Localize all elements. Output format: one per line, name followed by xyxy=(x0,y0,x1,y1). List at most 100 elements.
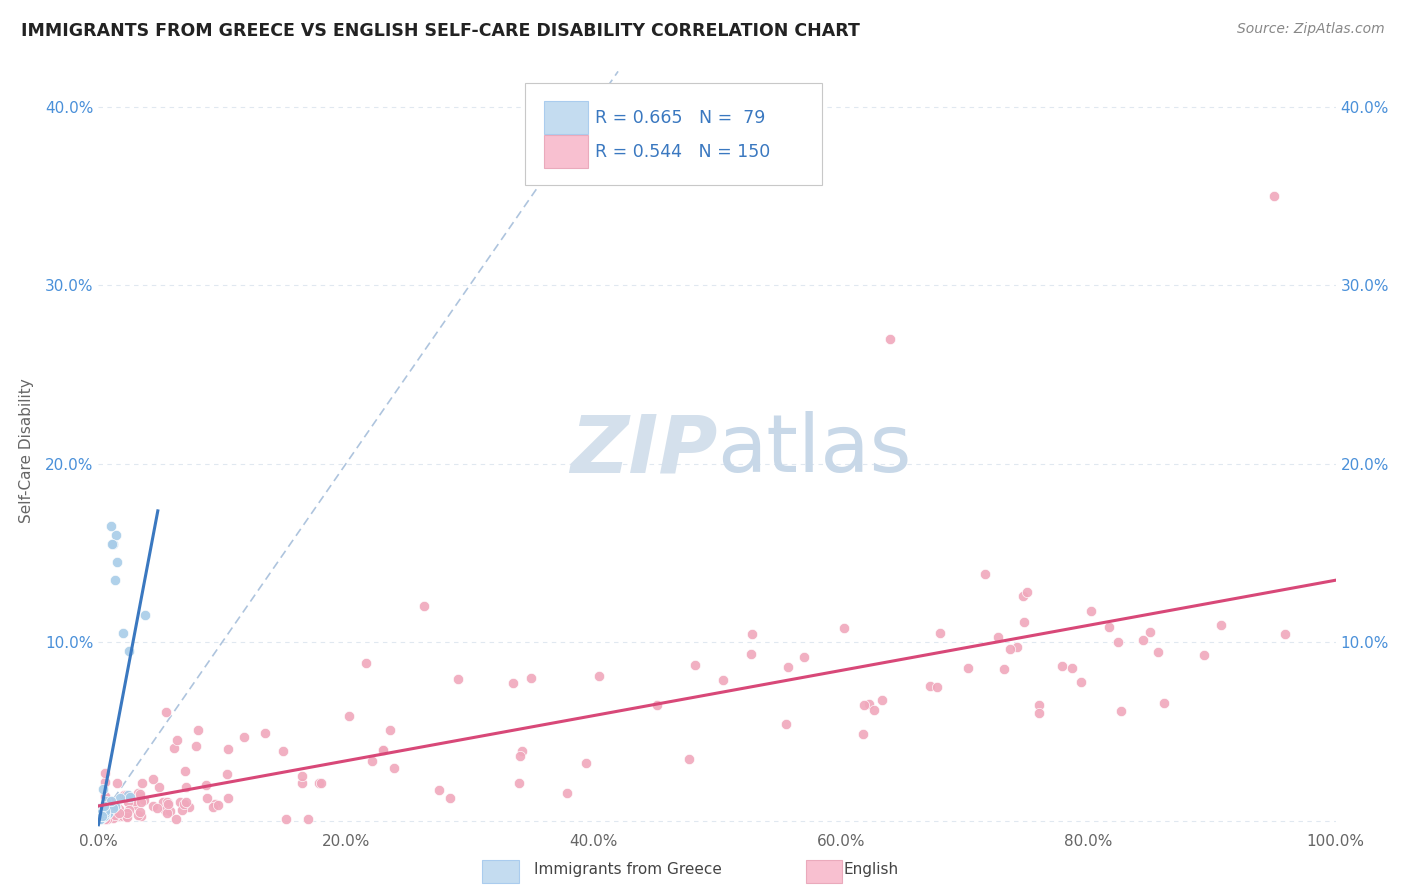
Point xyxy=(112,788,135,802)
Point xyxy=(104,799,127,814)
Point xyxy=(97,799,120,814)
Point xyxy=(98,794,121,808)
Point xyxy=(93,804,115,818)
Point xyxy=(100,794,122,808)
Point xyxy=(94,794,117,808)
Point xyxy=(96,812,118,826)
Point xyxy=(129,795,152,809)
Text: R = 0.544   N = 150: R = 0.544 N = 150 xyxy=(595,143,770,161)
Point xyxy=(89,806,111,821)
Point xyxy=(217,790,239,805)
Point xyxy=(90,809,112,823)
Point xyxy=(928,625,950,640)
Point xyxy=(114,788,136,802)
Point xyxy=(187,723,209,737)
Point xyxy=(104,801,127,815)
Point xyxy=(112,626,135,640)
Point xyxy=(108,802,131,816)
Point xyxy=(96,805,118,819)
Point xyxy=(91,801,114,815)
Point xyxy=(97,805,120,820)
Point xyxy=(1211,617,1233,632)
Point xyxy=(918,679,941,693)
Text: ZIP: ZIP xyxy=(569,411,717,490)
Point xyxy=(93,801,115,815)
Point xyxy=(1263,189,1285,203)
Point xyxy=(91,809,114,823)
Point xyxy=(103,800,125,814)
Point xyxy=(104,808,127,822)
Point xyxy=(93,789,115,804)
Point xyxy=(291,776,314,790)
Point xyxy=(775,717,797,731)
Point xyxy=(502,675,524,690)
Y-axis label: Self-Care Disability: Self-Care Disability xyxy=(18,378,34,523)
Point xyxy=(373,743,395,757)
Point xyxy=(148,780,170,794)
Point xyxy=(97,800,120,814)
Point xyxy=(253,725,276,739)
Point xyxy=(89,806,111,821)
Point xyxy=(207,798,229,813)
Point xyxy=(132,793,155,807)
Point xyxy=(156,795,179,809)
Point xyxy=(1005,640,1028,655)
Point xyxy=(1028,706,1050,721)
Point xyxy=(741,627,763,641)
Point xyxy=(1147,645,1170,659)
Point xyxy=(96,802,118,816)
Text: IMMIGRANTS FROM GREECE VS ENGLISH SELF-CARE DISABILITY CORRELATION CHART: IMMIGRANTS FROM GREECE VS ENGLISH SELF-C… xyxy=(21,22,860,40)
Point xyxy=(427,783,450,797)
Point xyxy=(1080,604,1102,618)
Point xyxy=(91,810,114,824)
Point xyxy=(117,788,139,802)
Point xyxy=(104,528,127,542)
Point xyxy=(128,789,150,804)
Point xyxy=(274,812,297,826)
Point xyxy=(93,812,115,826)
Point xyxy=(852,727,875,741)
Point xyxy=(373,742,395,756)
Point xyxy=(93,809,115,823)
Point xyxy=(1274,627,1296,641)
Point xyxy=(115,806,138,821)
Point xyxy=(94,802,117,816)
Point xyxy=(101,812,124,826)
Point xyxy=(91,805,114,819)
Point xyxy=(91,804,114,818)
Point xyxy=(89,808,111,822)
Point xyxy=(129,787,152,801)
Point xyxy=(93,808,115,822)
Point xyxy=(129,808,152,822)
Point xyxy=(1139,624,1161,639)
Point xyxy=(1070,675,1092,690)
Point xyxy=(141,798,163,813)
Point xyxy=(184,739,207,753)
Point xyxy=(93,799,115,814)
Point xyxy=(124,797,146,812)
Point xyxy=(1000,642,1022,657)
Point xyxy=(117,795,139,809)
Point xyxy=(91,809,114,823)
Point xyxy=(156,805,179,820)
Point xyxy=(118,644,141,658)
Point xyxy=(162,740,184,755)
Point xyxy=(90,809,112,823)
Point xyxy=(94,805,117,819)
Point xyxy=(166,732,188,747)
Text: R = 0.665   N =  79: R = 0.665 N = 79 xyxy=(595,109,765,127)
Point xyxy=(90,805,112,819)
Point xyxy=(93,774,115,789)
Point xyxy=(195,791,218,805)
Point xyxy=(91,808,114,822)
Point xyxy=(91,804,114,818)
Point xyxy=(97,805,120,820)
Point xyxy=(118,790,141,805)
Point xyxy=(973,566,995,581)
Point xyxy=(174,764,197,778)
Point xyxy=(91,808,114,822)
Point xyxy=(1014,615,1036,629)
Point xyxy=(96,805,118,820)
Point xyxy=(271,744,294,758)
Point xyxy=(100,519,122,533)
